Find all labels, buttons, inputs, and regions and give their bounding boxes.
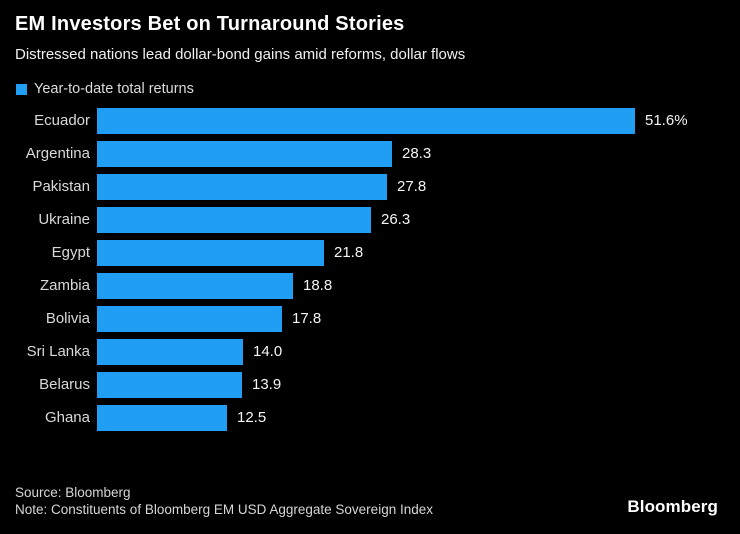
bar-track: 13.9: [97, 368, 740, 401]
bar-track: 17.8: [97, 302, 740, 335]
bar-track: 27.8: [97, 170, 740, 203]
bar-row: Argentina 28.3: [0, 137, 740, 170]
value-label: 27.8: [397, 178, 427, 195]
category-label: Zambia: [39, 277, 90, 294]
category-label: Pakistan: [32, 178, 90, 195]
bar-ghana: [97, 404, 227, 431]
bar-row: Zambia 18.8: [0, 269, 740, 302]
bar-row: Ukraine 26.3: [0, 203, 740, 236]
bar-egypt: [97, 239, 324, 266]
bar-track: 21.8: [97, 236, 740, 269]
category-label: Ecuador: [34, 112, 90, 129]
bar-bolivia: [97, 305, 282, 332]
bar-track: 18.8: [97, 269, 740, 302]
bar-row: Egypt 21.8: [0, 236, 740, 269]
legend: Year-to-date total returns: [16, 81, 194, 97]
bar-track: 14.0: [97, 335, 740, 368]
bar-zambia: [97, 272, 293, 299]
legend-swatch-icon: [16, 83, 27, 95]
bar-chart: Ecuador 51.6% Argentina 28.3 Pakistan 27.8 Ukr…: [0, 104, 740, 434]
source-text: Source: Bloomberg: [15, 485, 131, 500]
bar-pakistan: [97, 173, 387, 200]
bar-ukraine: [97, 206, 371, 233]
category-label: Bolivia: [45, 310, 90, 327]
value-label: 14.0: [253, 343, 283, 360]
category-label: Belarus: [39, 376, 90, 393]
category-label: Ghana: [44, 409, 90, 426]
value-label: 26.3: [381, 211, 411, 228]
note-text: Note: Constituents of Bloomberg EM USD A…: [15, 502, 433, 517]
category-label: Egypt: [51, 244, 90, 261]
bar-argentina: [97, 140, 392, 167]
bar-track: 26.3: [97, 203, 740, 236]
category-label: Ukraine: [38, 211, 90, 228]
category-label: Argentina: [25, 145, 90, 162]
bar-belarus: [97, 371, 242, 398]
bar-track: 28.3: [97, 137, 740, 170]
value-label: 12.5: [237, 409, 267, 426]
value-label: 18.8: [303, 277, 333, 294]
bar-ecuador: [97, 107, 635, 134]
bar-track: 51.6%: [97, 104, 740, 137]
bar-row: Belarus 13.9: [0, 368, 740, 401]
chart-title: EM Investors Bet on Turnaround Stories: [15, 13, 405, 35]
bar-row: Sri Lanka 14.0: [0, 335, 740, 368]
category-label: Sri Lanka: [26, 343, 90, 360]
bloomberg-logo: Bloomberg: [627, 497, 718, 516]
value-label: 21.8: [334, 244, 364, 261]
bar-track: 12.5: [97, 401, 740, 434]
bar-sri-lanka: [97, 338, 243, 365]
legend-label: Year-to-date total returns: [34, 81, 194, 97]
bar-row: Ecuador 51.6%: [0, 104, 740, 137]
value-label: 51.6%: [645, 112, 688, 129]
value-label: 13.9: [252, 376, 282, 393]
bar-row: Pakistan 27.8: [0, 170, 740, 203]
bar-row: Ghana 12.5: [0, 401, 740, 434]
value-label: 17.8: [292, 310, 322, 327]
chart-subtitle: Distressed nations lead dollar-bond gain…: [15, 46, 466, 63]
value-label: 28.3: [402, 145, 432, 162]
bar-row: Bolivia 17.8: [0, 302, 740, 335]
